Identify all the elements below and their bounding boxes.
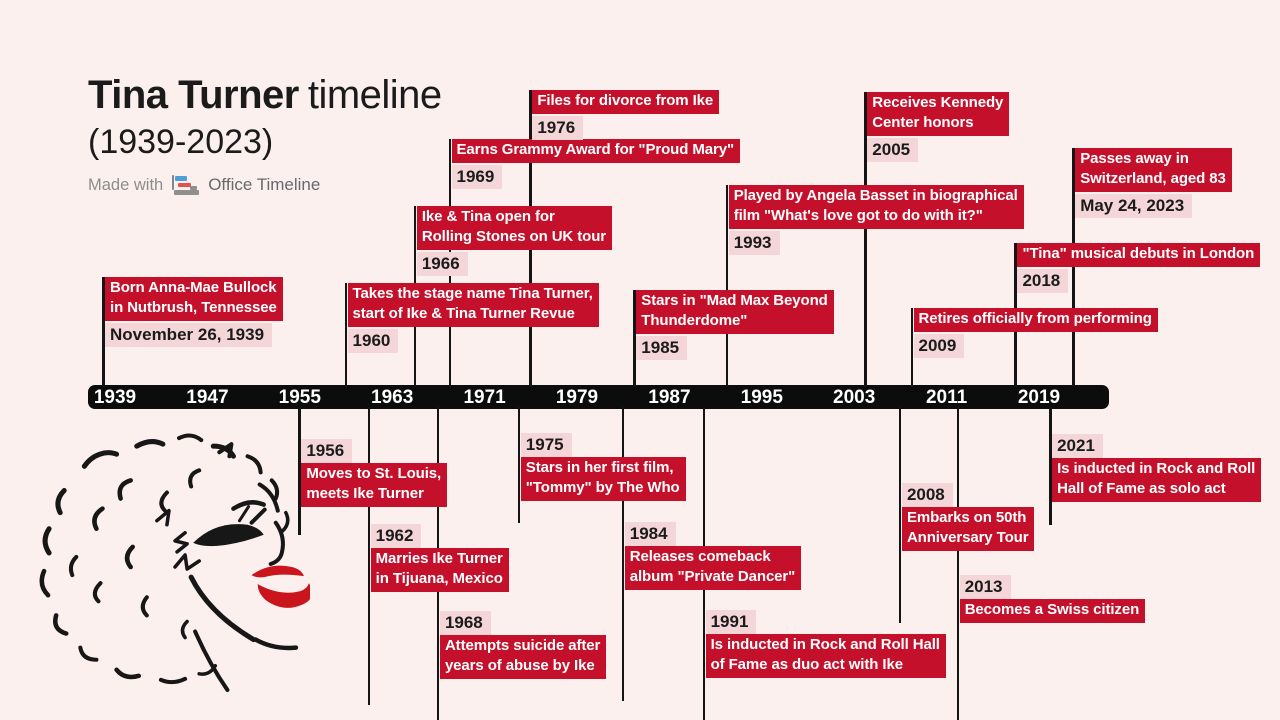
- event-title: Stars in her first film, "Tommy" by The …: [520, 457, 686, 501]
- event-connector-line: [367, 407, 371, 705]
- event-date: November 26, 1939: [105, 323, 273, 347]
- axis-year-label: 2003: [833, 387, 876, 408]
- axis-year-label: 1995: [740, 387, 783, 408]
- timeline-event-1962: 1962 Marries Ike Turner in Tijuana, Mexic…: [367, 407, 509, 705]
- made-with-label: Made with: [88, 175, 164, 194]
- event-title: Takes the stage name Tina Turner, start …: [347, 283, 599, 327]
- event-date: 1966: [416, 252, 468, 276]
- event-title: Is inducted in Rock and Roll Hall of Fam…: [1052, 458, 1262, 502]
- timeline-event-1939: Born Anna-Mae Bullock in Nutbrush, Tenne…: [102, 277, 283, 387]
- timeline-event-2013: 2013 Becomes a Swiss citizen: [956, 407, 1146, 720]
- timeline-event-1956: 1956 Moves to St. Louis, meets Ike Turner: [298, 407, 448, 535]
- event-date: 2013: [959, 575, 1011, 599]
- timeline-event-1960: Takes the stage name Tina Turner, start …: [344, 283, 599, 387]
- timeline-event-2018: "Tina" musical debuts in London 2018: [1014, 243, 1261, 387]
- event-title: Ike & Tina open for Rolling Stones on UK…: [416, 206, 612, 250]
- event-connector-line: [864, 92, 867, 387]
- timeline-event-2021: 2021 Is inducted in Rock and Roll Hall of…: [1049, 407, 1262, 525]
- axis-year-label: 1963: [371, 387, 414, 408]
- event-date: 1962: [370, 524, 422, 548]
- event-date: 1985: [636, 336, 688, 360]
- tina-turner-sketch: [39, 433, 310, 692]
- timeline-event-1985: Stars in "Mad Max Beyond Thunderdome" 198…: [633, 290, 834, 387]
- brand-row: Made with Office Timeline: [88, 175, 442, 195]
- timeline-event-1966: Ike & Tina open for Rolling Stones on UK…: [413, 206, 612, 387]
- event-date: 1984: [624, 522, 676, 546]
- event-date: 1956: [301, 439, 353, 463]
- event-connector-line: [517, 407, 521, 523]
- page-subtitle: (1939-2023): [88, 123, 274, 161]
- page-title: Tina Turner timeline: [88, 72, 442, 118]
- timeline-event-1969: Earns Grammy Award for "Proud Mary" 1969: [448, 139, 740, 387]
- event-connector-line: [298, 407, 301, 535]
- event-title: Is inducted in Rock and Roll Hall of Fam…: [705, 634, 946, 678]
- header: Tina Turner timeline (1939-2023) Made wit…: [88, 72, 442, 195]
- axis-year-label: 2019: [1017, 387, 1061, 408]
- timeline-event-1984: 1984 Releases comeback album "Private Dan…: [621, 407, 802, 701]
- timeline-event-2023: Passes away in Switzerland, aged 83 May 2…: [1072, 148, 1232, 387]
- event-title: Becomes a Swiss citizen: [959, 599, 1146, 623]
- event-date: 1960: [347, 329, 399, 353]
- axis-year-label: 1939: [93, 387, 137, 408]
- timeline-axis-bar: [88, 385, 1109, 409]
- timeline-event-1975: 1975 Stars in her first film, "Tommy" by …: [517, 407, 686, 523]
- event-date: 1976: [532, 116, 584, 140]
- event-date: 1975: [520, 433, 572, 457]
- event-connector-line: [621, 407, 625, 701]
- axis-year-label: 2011: [925, 387, 968, 408]
- event-connector-line: [1049, 407, 1052, 525]
- event-title: Attempts suicide after years of abuse by…: [439, 635, 607, 679]
- axis-year-label: 1947: [186, 387, 229, 408]
- event-date: 2018: [1017, 269, 1069, 293]
- event-title: Releases comeback album "Private Dancer": [624, 546, 802, 590]
- event-title: Marries Ike Turner in Tijuana, Mexico: [370, 548, 509, 592]
- page-title-suffix: timeline: [307, 73, 442, 117]
- event-date: 1969: [451, 165, 503, 189]
- event-title: "Tina" musical debuts in London: [1017, 243, 1261, 267]
- event-title: Born Anna-Mae Bullock in Nutbrush, Tenne…: [105, 277, 283, 321]
- event-connector-line: [102, 277, 105, 387]
- axis-year-label: 1971: [463, 387, 506, 408]
- event-title: Played by Angela Basset in biographical …: [728, 185, 1024, 229]
- event-connector-line: [1072, 148, 1075, 387]
- event-title: Files for divorce from Ike: [532, 90, 720, 114]
- event-title: Moves to St. Louis, meets Ike Turner: [301, 463, 448, 507]
- event-title: Stars in "Mad Max Beyond Thunderdome": [636, 290, 834, 334]
- event-connector-line: [633, 290, 636, 387]
- page-title-name: Tina Turner: [88, 73, 299, 117]
- office-timeline-logo-icon: [172, 175, 200, 195]
- timeline-event-2005: Receives Kennedy Center honors 2005: [864, 92, 1010, 387]
- event-connector-line: [956, 407, 960, 720]
- office-timeline-label: Office Timeline: [208, 175, 321, 194]
- event-connector-line: [725, 185, 729, 387]
- axis-year-label: 1955: [278, 387, 321, 408]
- event-date: 2008: [901, 483, 953, 507]
- event-connector-line: [344, 283, 348, 387]
- axis-year-label: 1987: [648, 387, 691, 408]
- event-connector-line: [910, 308, 913, 387]
- event-date: 1968: [439, 611, 491, 635]
- event-date: 2005: [867, 138, 919, 162]
- event-date: May 24, 2023: [1075, 194, 1193, 218]
- event-date: 2009: [913, 334, 965, 358]
- event-title: Earns Grammy Award for "Proud Mary": [451, 139, 740, 163]
- event-title: Passes away in Switzerland, aged 83: [1075, 148, 1232, 192]
- timeline-event-2008: 2008 Embarks on 50th Anniversary Tour: [898, 407, 1035, 623]
- event-title: Receives Kennedy Center honors: [867, 92, 1010, 136]
- event-date: 1991: [705, 610, 757, 634]
- timeline-event-2009: Retires officially from performing 2009: [910, 308, 1158, 387]
- event-date: 1993: [728, 231, 780, 255]
- axis-year-label: 1979: [555, 387, 599, 408]
- timeline-event-1976: Files for divorce from Ike 1976: [529, 90, 720, 387]
- event-title: Embarks on 50th Anniversary Tour: [901, 507, 1035, 551]
- event-title: Retires officially from performing: [913, 308, 1158, 332]
- timeline-event-1993: Played by Angela Basset in biographical …: [725, 185, 1024, 387]
- event-date: 2021: [1052, 434, 1103, 458]
- timeline-event-1968: 1968 Attempts suicide after years of abus…: [436, 407, 607, 720]
- event-connector-line: [898, 407, 902, 623]
- timeline-event-1991: 1991 Is inducted in Rock and Roll Hall of…: [702, 407, 946, 720]
